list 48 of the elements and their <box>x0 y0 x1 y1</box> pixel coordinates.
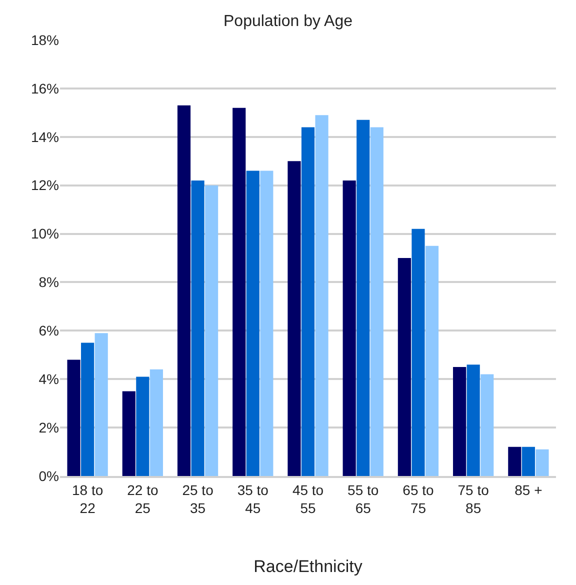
bar <box>370 127 384 476</box>
bar <box>260 170 274 476</box>
bar <box>536 449 549 476</box>
bar <box>466 364 480 476</box>
bar <box>191 180 204 476</box>
bar <box>67 360 80 476</box>
y-tick-label: 0% <box>38 468 59 484</box>
bar <box>136 376 150 476</box>
bar <box>288 161 301 476</box>
y-tick-label: 2% <box>38 419 59 436</box>
x-tick-label: 25 to 35 <box>182 482 214 516</box>
bar <box>150 369 163 476</box>
bar <box>177 105 191 476</box>
y-tick-label: 6% <box>38 322 59 339</box>
y-tick-label: 18% <box>30 32 59 48</box>
y-tick-label: 16% <box>30 80 59 96</box>
x-tick-label: 85 + <box>514 482 542 498</box>
y-tick-label: 4% <box>38 371 59 388</box>
y-tick-label: 8% <box>38 274 59 290</box>
y-tick-label: 12% <box>30 177 59 194</box>
x-tick-label: 18 to 22 <box>72 482 104 516</box>
x-axis-title: Race/Ethnicity <box>254 556 363 576</box>
x-tick-label: 35 to 45 <box>237 482 269 516</box>
bar <box>315 115 328 476</box>
bar <box>81 342 94 476</box>
y-tick-label: 14% <box>30 128 59 145</box>
bar <box>398 258 411 476</box>
bar <box>425 246 439 476</box>
bar <box>522 446 535 476</box>
bar <box>342 180 356 476</box>
bar <box>94 333 108 476</box>
y-tick-label: 10% <box>30 226 59 242</box>
x-tick-label: 75 to 85 <box>458 482 490 516</box>
x-tick-label: 22 to 25 <box>127 482 158 516</box>
bar <box>205 185 218 476</box>
bar <box>301 127 315 476</box>
bar <box>508 446 522 476</box>
x-tick-label: 45 to 55 <box>292 482 324 516</box>
bar <box>412 228 425 476</box>
x-tick-label: 65 to 75 <box>402 482 434 516</box>
bar <box>122 391 136 476</box>
bar <box>480 374 494 476</box>
bar <box>356 120 370 476</box>
x-tick-label: 55 to 65 <box>348 482 379 516</box>
bar <box>246 170 260 476</box>
chart-title: Population by Age <box>224 12 353 30</box>
bar <box>232 108 246 476</box>
bar <box>453 367 466 476</box>
